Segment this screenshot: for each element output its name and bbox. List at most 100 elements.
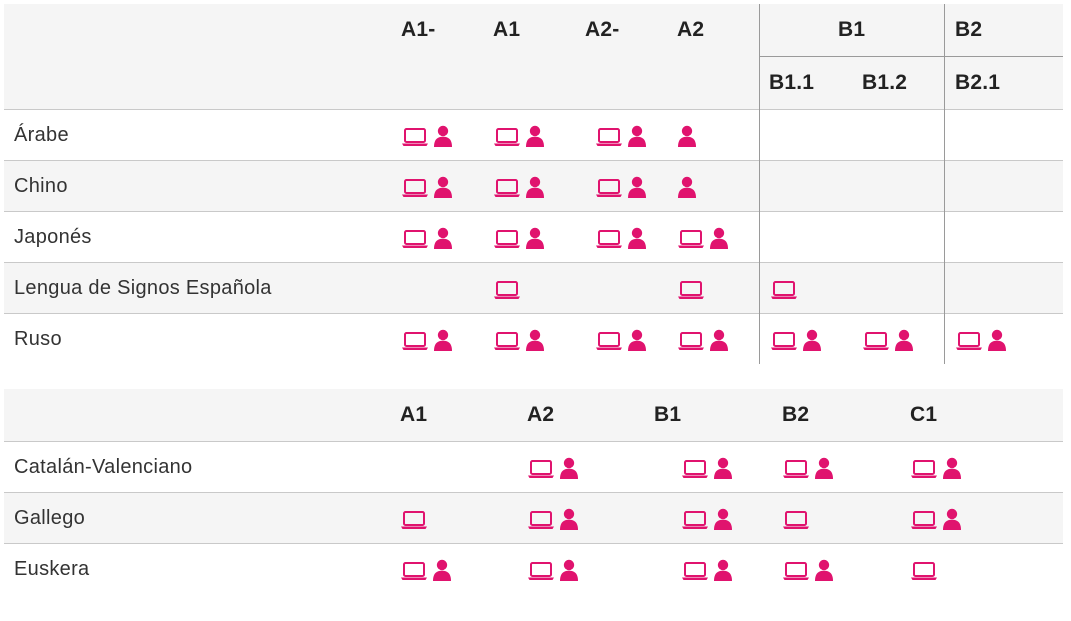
availability-cell	[493, 327, 545, 351]
laptop-icon	[782, 561, 810, 581]
laptop-icon	[910, 459, 938, 479]
person-icon	[627, 125, 647, 147]
laptop-icon	[770, 280, 798, 300]
laptop-icon	[595, 331, 623, 351]
person-icon	[713, 457, 733, 479]
table-row: Árabe	[4, 109, 1063, 160]
language-name: Euskera	[14, 558, 90, 580]
availability-cell	[595, 225, 647, 249]
laptop-icon	[401, 178, 429, 198]
person-icon	[433, 176, 453, 198]
person-icon	[559, 559, 579, 581]
availability-cell	[493, 225, 545, 249]
person-icon	[709, 329, 729, 351]
language-name: Chino	[14, 175, 68, 197]
person-icon	[559, 508, 579, 530]
language-name: Árabe	[14, 124, 69, 146]
availability-cell	[782, 506, 810, 530]
col-header-b1-1: B1.1	[769, 71, 815, 94]
laptop-icon	[677, 229, 705, 249]
laptop-icon	[910, 510, 938, 530]
availability-cell	[681, 557, 733, 581]
laptop-icon	[527, 510, 555, 530]
availability-cell	[681, 455, 733, 479]
availability-cell	[677, 327, 729, 351]
availability-cell	[782, 557, 834, 581]
availability-cell	[677, 276, 705, 300]
person-icon	[559, 457, 579, 479]
person-icon	[627, 329, 647, 351]
person-icon	[525, 176, 545, 198]
col-header-a1-minus: A1-	[401, 18, 436, 41]
person-icon	[713, 508, 733, 530]
person-icon	[525, 125, 545, 147]
table-row: Chino	[4, 160, 1063, 211]
availability-cell	[595, 174, 647, 198]
availability-cell	[401, 225, 453, 249]
laptop-icon	[595, 178, 623, 198]
language-name: Gallego	[14, 507, 86, 529]
availability-cell	[595, 123, 647, 147]
laptop-icon	[677, 331, 705, 351]
availability-cell	[493, 123, 545, 147]
laptop-icon	[770, 331, 798, 351]
person-icon	[713, 559, 733, 581]
availability-cell	[770, 327, 822, 351]
laptop-icon	[910, 561, 938, 581]
laptop-icon	[955, 331, 983, 351]
col-header-a1: A1	[400, 403, 428, 426]
laptop-icon	[681, 459, 709, 479]
person-icon	[942, 508, 962, 530]
availability-cell	[862, 327, 914, 351]
availability-cell	[527, 506, 579, 530]
laptop-icon	[595, 229, 623, 249]
laptop-icon	[782, 459, 810, 479]
laptop-icon	[400, 510, 428, 530]
availability-cell	[955, 327, 1007, 351]
person-icon	[677, 125, 697, 147]
availability-cell	[493, 276, 521, 300]
person-icon	[894, 329, 914, 351]
laptop-icon	[401, 229, 429, 249]
availability-cell	[782, 455, 834, 479]
person-icon	[627, 176, 647, 198]
availability-cell	[401, 123, 453, 147]
column-divider	[759, 4, 760, 364]
laptop-icon	[527, 459, 555, 479]
person-icon	[433, 125, 453, 147]
person-icon	[709, 227, 729, 249]
col-header-b1-2: B1.2	[862, 71, 908, 94]
col-header-c1: C1	[910, 403, 938, 426]
laptop-icon	[493, 331, 521, 351]
person-icon	[433, 227, 453, 249]
availability-cell	[910, 557, 938, 581]
availability-cell	[677, 225, 729, 249]
person-icon	[627, 227, 647, 249]
availability-cell	[595, 327, 647, 351]
col-header-b1: B1	[838, 18, 866, 41]
person-icon	[432, 559, 452, 581]
table-header: A1 A2 B1 B2 C1	[4, 389, 1063, 441]
col-header-a2: A2	[527, 403, 555, 426]
availability-cell	[527, 455, 579, 479]
table-regional-languages: A1 A2 B1 B2 C1 Catalán-Valenciano Gallego…	[4, 389, 1063, 595]
laptop-icon	[527, 561, 555, 581]
availability-cell	[681, 506, 733, 530]
column-divider	[944, 4, 945, 364]
person-icon	[814, 559, 834, 581]
person-icon	[525, 329, 545, 351]
person-icon	[987, 329, 1007, 351]
laptop-icon	[595, 127, 623, 147]
availability-cell	[401, 174, 453, 198]
col-header-b2-1: B2.1	[955, 71, 1001, 94]
group-divider	[759, 56, 1063, 57]
language-name: Lengua de Signos Española	[14, 277, 272, 299]
table-row: Catalán-Valenciano	[4, 441, 1063, 492]
laptop-icon	[401, 331, 429, 351]
availability-cell	[910, 506, 962, 530]
table-row: Japonés	[4, 211, 1063, 262]
table-online-languages: A1- A1 A2- A2 B1 B2 B1.1 B1.2 B2.1 Árabe…	[4, 4, 1063, 364]
availability-cell	[527, 557, 579, 581]
col-header-a1: A1	[493, 18, 521, 41]
table-row: Euskera	[4, 543, 1063, 594]
